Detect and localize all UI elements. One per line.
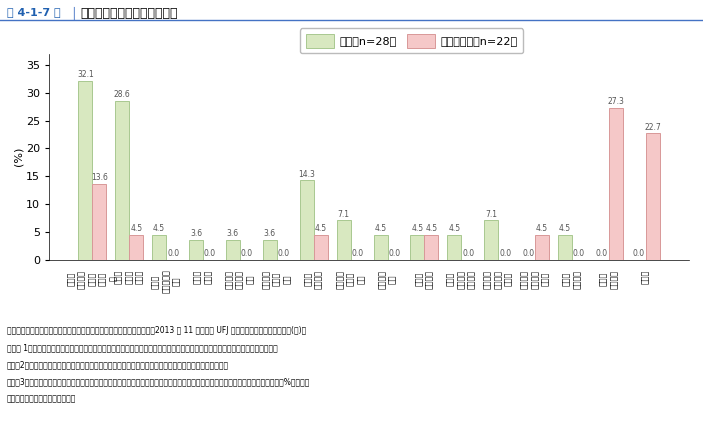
Text: 13.6: 13.6 xyxy=(91,173,108,182)
Text: 0.0: 0.0 xyxy=(167,249,179,258)
Text: 4.5: 4.5 xyxy=(130,224,142,233)
Text: 3.6: 3.6 xyxy=(264,229,276,238)
Text: 0.0: 0.0 xyxy=(278,249,290,258)
Text: 4.5: 4.5 xyxy=(425,224,437,233)
Text: 0.0: 0.0 xyxy=(573,249,585,258)
Bar xyxy=(373,235,387,260)
Text: 0.0: 0.0 xyxy=(389,249,401,258)
Text: 第 4-1-7 図: 第 4-1-7 図 xyxy=(7,7,60,17)
Text: 資料：中小企業庁委託「自治体の中小企業支援の実態に関する調査」（2013 年 11 月、三菱 UFJ リサーチ＆コンサルティング(株)）: 資料：中小企業庁委託「自治体の中小企業支援の実態に関する調査」（2013 年 1… xyxy=(7,326,307,335)
Bar xyxy=(337,220,351,260)
Text: 4.5: 4.5 xyxy=(375,224,387,233)
Bar xyxy=(129,235,143,260)
Bar xyxy=(299,180,314,260)
Bar xyxy=(646,134,660,260)
Text: 4.5: 4.5 xyxy=(411,224,423,233)
Text: 4.5: 4.5 xyxy=(315,224,327,233)
Text: 0.0: 0.0 xyxy=(241,249,253,258)
Bar xyxy=(425,235,439,260)
Text: 都道府県が連携している分野: 都道府県が連携している分野 xyxy=(81,7,179,20)
Bar xyxy=(535,235,549,260)
Text: │: │ xyxy=(70,7,77,20)
Text: 7.1: 7.1 xyxy=(485,210,497,219)
Bar xyxy=(411,235,425,260)
Text: 32.1: 32.1 xyxy=(77,70,93,79)
Text: 4.5: 4.5 xyxy=(449,224,460,233)
Bar xyxy=(447,235,461,260)
Bar xyxy=(152,235,166,260)
Y-axis label: (%): (%) xyxy=(13,147,23,167)
Bar xyxy=(314,235,328,260)
Bar xyxy=(115,100,129,260)
Text: 0.0: 0.0 xyxy=(596,249,608,258)
Text: 14.3: 14.3 xyxy=(298,169,315,178)
Bar xyxy=(609,108,623,260)
Text: （注） 1．連携の度合いが強い支援分野について１位から３位を回答してもらった中で、１位に回答されたものを集計している。: （注） 1．連携の度合いが強い支援分野について１位から３位を回答してもらった中で… xyxy=(7,343,278,352)
Text: 27.3: 27.3 xyxy=(607,97,624,106)
Text: 22.7: 22.7 xyxy=(645,123,662,132)
Bar xyxy=(189,240,203,260)
Bar xyxy=(484,220,498,260)
Text: 3.6: 3.6 xyxy=(190,229,202,238)
Text: 0.0: 0.0 xyxy=(499,249,511,258)
Text: 4.5: 4.5 xyxy=(153,224,165,233)
Legend: 対国（n=28）, 対市区町村（n=22）: 対国（n=28）, 対市区町村（n=22） xyxy=(300,28,524,53)
Bar xyxy=(558,235,572,260)
Text: 4.5: 4.5 xyxy=(536,224,548,233)
Text: 0.0: 0.0 xyxy=(633,249,645,258)
Text: 0.0: 0.0 xyxy=(463,249,475,258)
Text: 3.6: 3.6 xyxy=(227,229,239,238)
Text: 3．「経営革新の支援」、「経営力強化法に基づく支援」、「中小企業の事業承継支援」については、対国、対市区町村共に０%であった: 3．「経営革新の支援」、「経営力強化法に基づく支援」、「中小企業の事業承継支援」… xyxy=(7,377,311,386)
Text: 2．「その他」には、「観光交流」、「企業誘致」、「県内設備投資支援」、「販路開拓」を含む。: 2．「その他」には、「観光交流」、「企業誘致」、「県内設備投資支援」、「販路開拓… xyxy=(7,360,229,369)
Bar xyxy=(92,184,106,260)
Bar xyxy=(78,81,92,260)
Bar xyxy=(263,240,277,260)
Text: 0.0: 0.0 xyxy=(204,249,216,258)
Text: 4.5: 4.5 xyxy=(559,224,571,233)
Text: 0.0: 0.0 xyxy=(352,249,363,258)
Text: 0.0: 0.0 xyxy=(522,249,534,258)
Bar xyxy=(226,240,240,260)
Text: 28.6: 28.6 xyxy=(114,90,131,99)
Text: 7.1: 7.1 xyxy=(337,210,349,219)
Text: ため、表示していない。: ため、表示していない。 xyxy=(7,394,77,403)
